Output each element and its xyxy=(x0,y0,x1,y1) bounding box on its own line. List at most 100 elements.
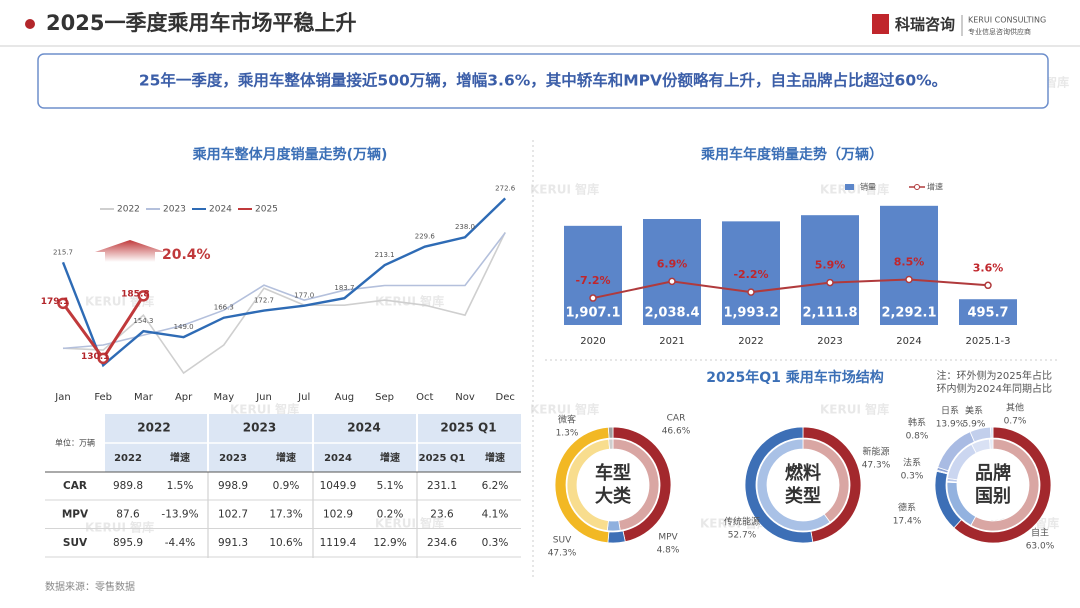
logo-icon xyxy=(872,14,889,34)
segment-label: 新能源 xyxy=(862,446,889,458)
x-tick-label: Dec xyxy=(496,392,515,403)
growth-label: -2.2% xyxy=(733,268,768,281)
summary: 25年一季度，乘用车整体销量接近500万辆，增幅3.6%，其中轿车和MPV份额略… xyxy=(139,71,947,90)
legend-label: 增速 xyxy=(927,182,943,192)
segment-label: 韩系 xyxy=(908,417,926,429)
watermark: KERUI 智库 xyxy=(375,294,444,309)
x-tick-label: Nov xyxy=(455,392,475,403)
table-cell: 23.6 xyxy=(430,509,454,521)
value-label: 2,292.1 xyxy=(881,306,936,321)
logo-en: KERUI CONSULTING xyxy=(968,16,1046,25)
table-cell: 0.3% xyxy=(482,537,509,549)
growth-point xyxy=(905,275,913,284)
center-label: 品牌 xyxy=(975,462,1011,484)
growth-point xyxy=(984,281,992,290)
table-cell: MPV xyxy=(62,509,89,521)
bar-title: 乘用车年度销量走势（万辆） xyxy=(700,146,883,163)
x-tick-label: Feb xyxy=(94,392,112,403)
x-tick-label: Jul xyxy=(297,392,310,403)
donut-hole xyxy=(958,450,1028,520)
segment-value: 4.8% xyxy=(657,546,680,556)
value-label: 154.3 xyxy=(133,317,153,325)
table-cell: 0.9% xyxy=(273,480,300,492)
table-cell: 102.7 xyxy=(218,509,248,521)
donut-segment xyxy=(607,426,614,439)
x-tick-label: 2023 xyxy=(817,336,842,347)
watermark: KERUI 智库 xyxy=(820,402,889,417)
table-cell: 1.5% xyxy=(167,480,194,492)
x-tick-label: Mar xyxy=(134,392,154,403)
line-title: 乘用车整体月度销量走势(万辆) xyxy=(192,146,388,163)
table-cell: 1119.4 xyxy=(320,537,357,549)
table-group: 2025 Q1 xyxy=(440,421,496,435)
table-cell: 17.3% xyxy=(269,509,302,521)
table-cell: 989.8 xyxy=(113,480,143,492)
table-cell: 4.1% xyxy=(482,509,509,521)
legend-label: 2025 xyxy=(255,205,278,215)
table-subheader: 增速 xyxy=(485,451,505,464)
segment-label: 微客 xyxy=(558,414,576,426)
table-cell: 0.2% xyxy=(377,509,404,521)
bar xyxy=(880,205,938,325)
watermark: KERUI 智库 xyxy=(700,516,769,531)
segment-value: 47.3% xyxy=(548,549,577,559)
value-label: 177.0 xyxy=(294,292,314,300)
x-tick-label: May xyxy=(213,392,234,403)
value-label: 215.7 xyxy=(53,248,73,256)
watermark: KERUI 智库 xyxy=(375,516,444,531)
table-subheader: 2023 xyxy=(219,453,247,464)
legend-swatch xyxy=(845,184,854,190)
growth-label: 5.9% xyxy=(815,259,846,272)
donut-segment xyxy=(607,530,626,544)
table-cell: -13.9% xyxy=(161,509,198,521)
table-cell: 991.3 xyxy=(218,537,248,549)
segment-value: 0.3% xyxy=(901,472,924,482)
segment-value: 5.9% xyxy=(963,420,986,430)
growth-line xyxy=(592,278,989,300)
growth-arrow xyxy=(95,240,165,262)
value-label: 238.0 xyxy=(455,223,475,231)
table-cell: 87.6 xyxy=(116,509,140,521)
growth-point xyxy=(589,294,597,302)
watermark: KERUI 智库 xyxy=(530,182,599,197)
x-tick-label: Sep xyxy=(375,392,394,403)
table-group: 2023 xyxy=(243,421,276,435)
segment-label: 其他 xyxy=(1006,402,1024,414)
logo-tagline: 专业信息咨询供应商 xyxy=(968,27,1031,36)
table-cell: 102.9 xyxy=(323,509,353,521)
point xyxy=(57,297,69,310)
watermark: KERUI 智库 xyxy=(85,520,154,535)
center-label: 车型 xyxy=(595,462,631,484)
value-label: 1,993.2 xyxy=(723,306,778,321)
donut-segment xyxy=(744,426,814,544)
segment-label: 传统能源 xyxy=(724,516,760,528)
donut-segment xyxy=(608,438,614,450)
value-label: 213.1 xyxy=(375,251,395,259)
segment-label: CAR xyxy=(667,414,686,424)
table-cell: 998.9 xyxy=(218,480,248,492)
growth-label: 6.9% xyxy=(657,257,688,270)
bar xyxy=(959,299,1017,325)
watermarks: KERUI 智库 KERUI 智库 KERUI 智库 KERUI 智库 KERUI 智库… xyxy=(85,75,1069,535)
table-cell: 10.6% xyxy=(269,537,302,549)
table-cell: 234.6 xyxy=(427,537,457,549)
segment-value: 47.3% xyxy=(862,461,891,471)
growth-label: -7.2% xyxy=(575,274,610,287)
point xyxy=(137,290,150,302)
segment-value: 0.7% xyxy=(1004,417,1027,427)
x-tick-label: 2024 xyxy=(896,336,921,347)
segment-value: 52.7% xyxy=(728,531,757,541)
value-label: 166.3 xyxy=(214,304,234,312)
donut-segment xyxy=(990,426,994,439)
x-tick-label: 2025.1-3 xyxy=(966,336,1011,347)
x-tick-label: Aug xyxy=(335,392,355,403)
value-label: 2,038.4 xyxy=(644,306,699,321)
donut-segment xyxy=(989,438,994,450)
watermark: KERUI 智库 xyxy=(230,402,299,417)
legend-label: 销量 xyxy=(860,182,876,192)
legend-label: 2024 xyxy=(209,205,232,215)
value-label: 172.7 xyxy=(254,297,274,305)
bar xyxy=(643,219,701,325)
segment-label: MPV xyxy=(658,533,678,543)
table-cell: 1049.9 xyxy=(320,480,357,492)
